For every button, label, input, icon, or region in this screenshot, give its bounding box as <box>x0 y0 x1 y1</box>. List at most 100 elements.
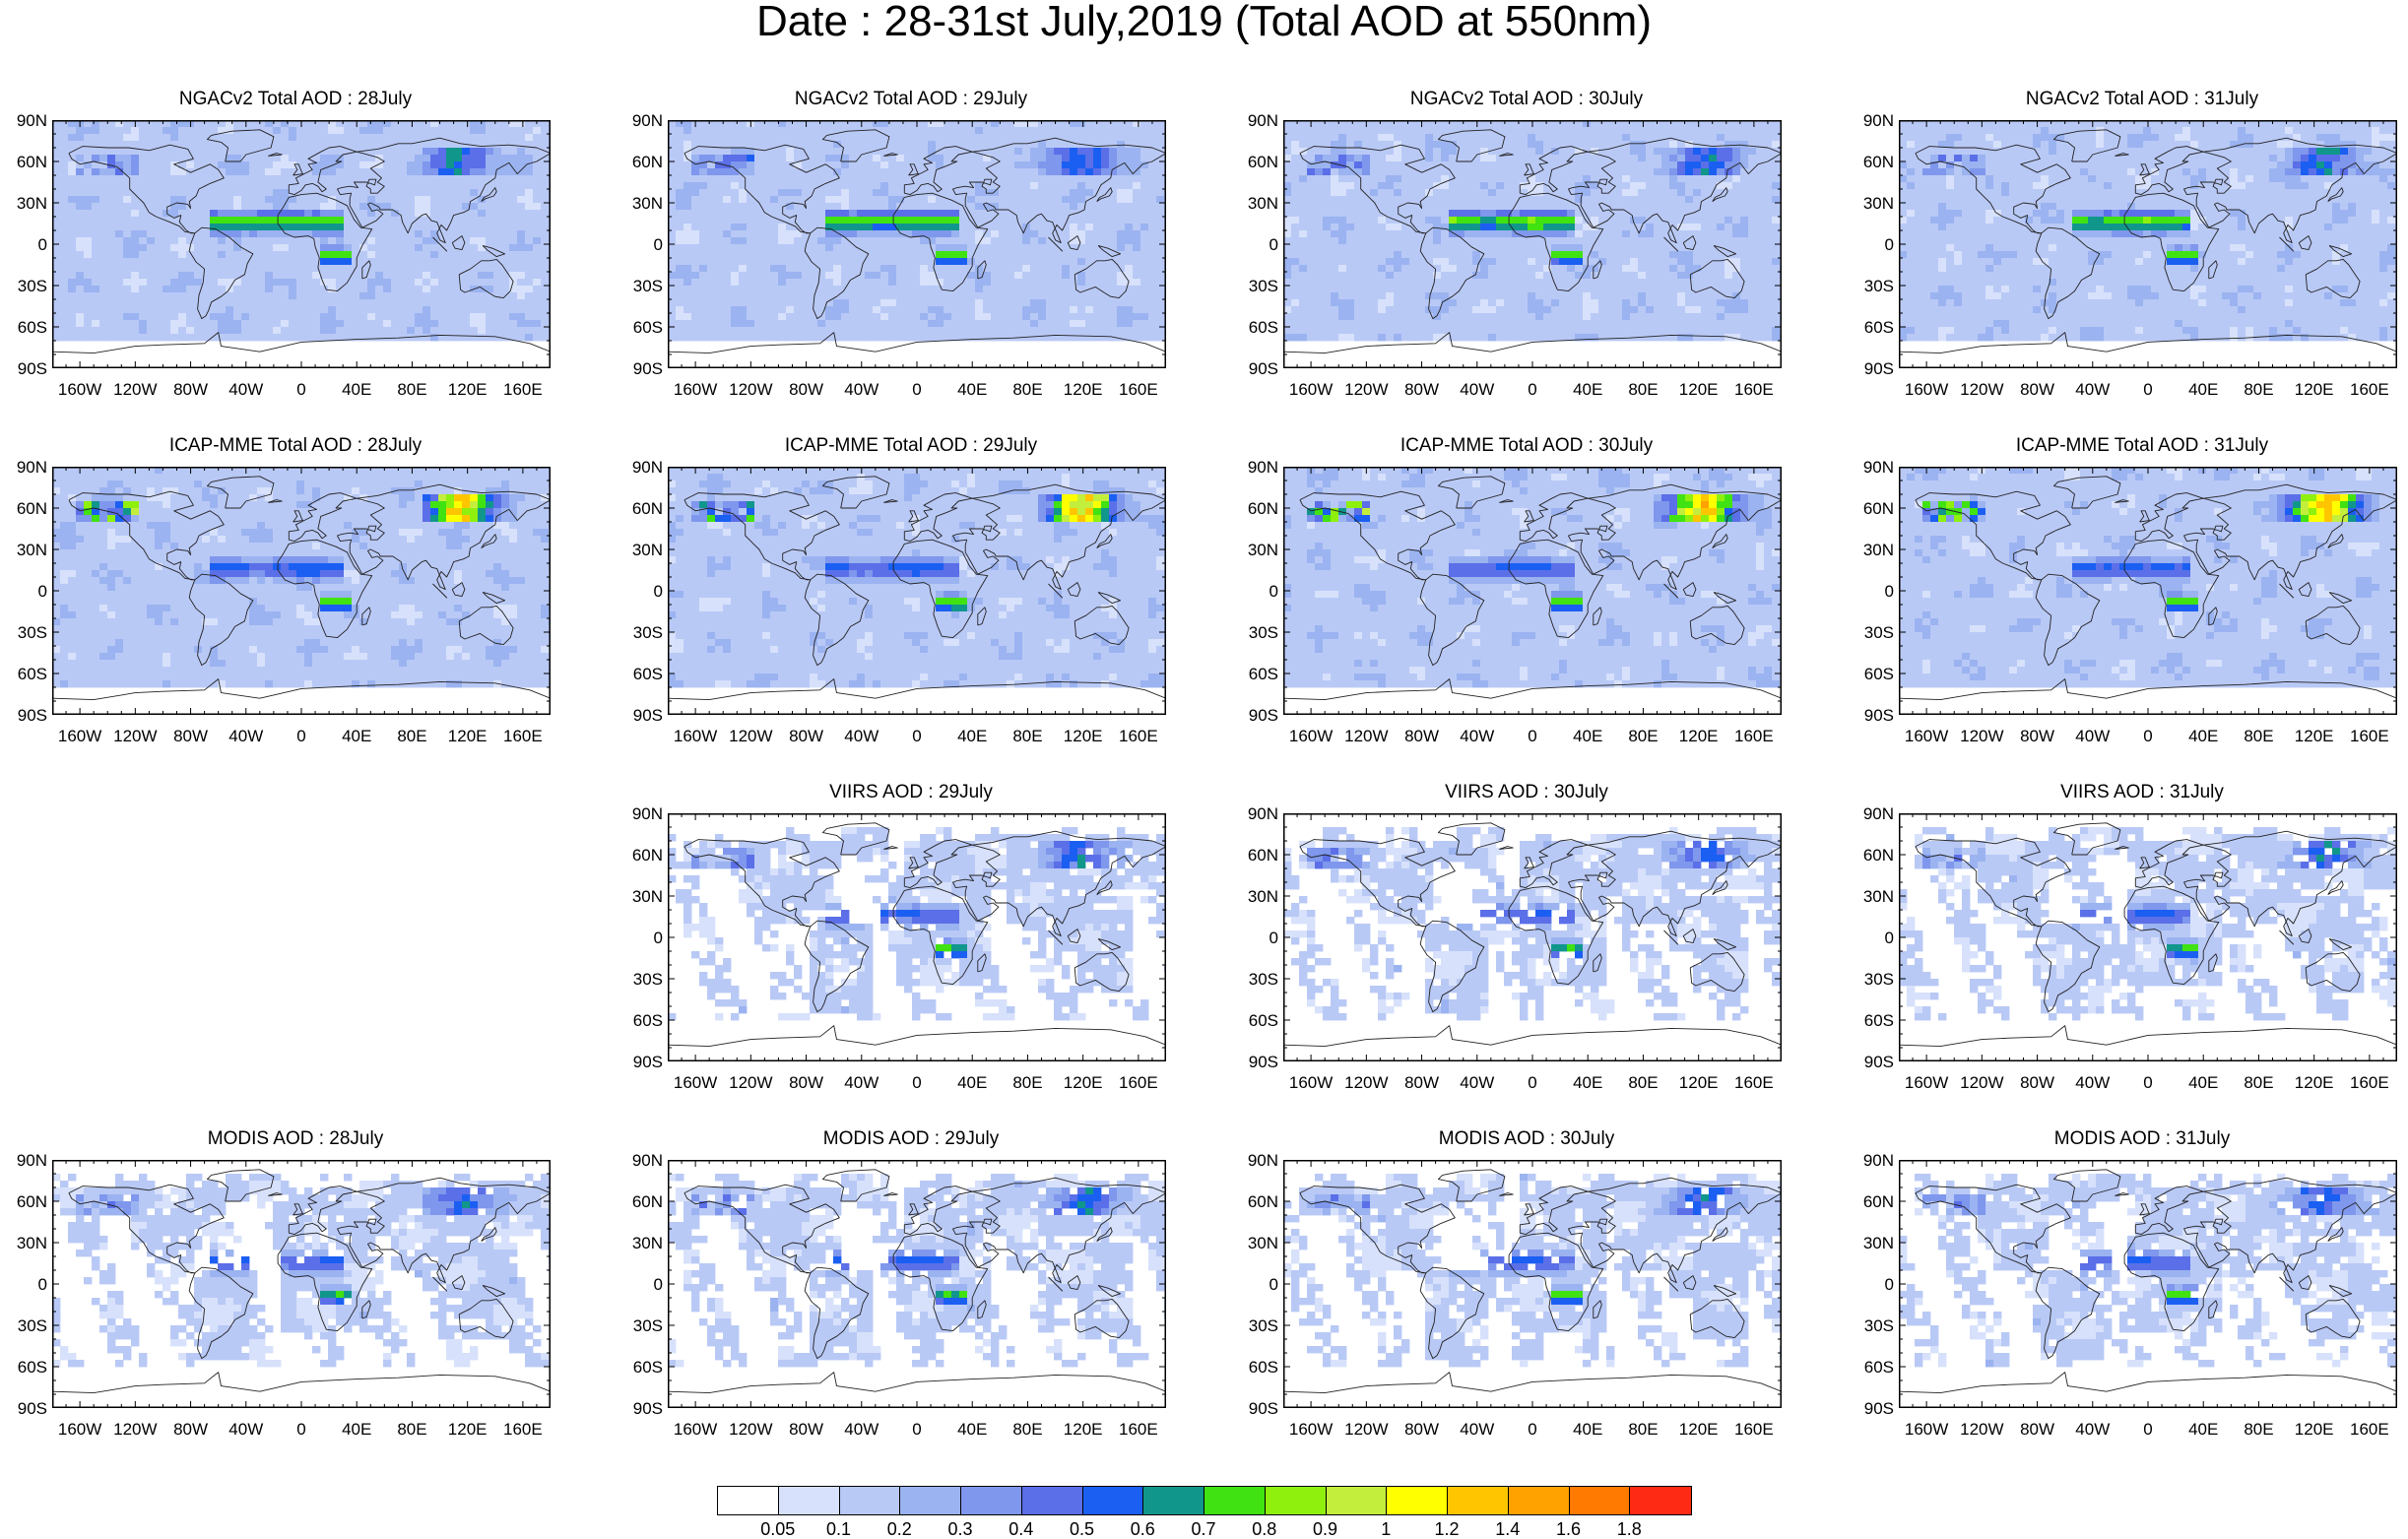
aod-cell <box>509 141 518 149</box>
aod-cell <box>904 168 913 176</box>
aod-cell <box>1070 168 1078 176</box>
aod-cell <box>304 210 313 218</box>
aod-cell <box>786 127 795 135</box>
aod-cell <box>1022 237 1031 245</box>
aod-cell <box>1070 244 1078 252</box>
aod-cell <box>904 175 913 183</box>
aod-cell <box>478 196 487 204</box>
aod-cell <box>446 148 455 156</box>
aod-cell <box>178 279 187 287</box>
aod-cell <box>1085 313 1094 321</box>
aod-cell <box>691 141 700 149</box>
aod-cell <box>352 251 360 259</box>
aod-cell <box>1417 148 1426 156</box>
aod-cell <box>493 237 502 245</box>
aod-cell <box>691 217 700 224</box>
aod-cell <box>1093 134 1102 142</box>
aod-cell <box>123 313 132 321</box>
aod-cell <box>304 189 313 197</box>
aod-cell <box>68 141 77 149</box>
aod-cell <box>147 334 156 342</box>
aod-cell <box>375 313 384 321</box>
aod-cell <box>320 258 329 266</box>
aod-cell <box>959 148 968 156</box>
aod-cell <box>391 196 400 204</box>
aod-cell <box>912 327 921 335</box>
aod-cell <box>399 272 408 280</box>
aod-cell <box>936 313 944 321</box>
aod-cell <box>367 313 376 321</box>
aod-cell <box>501 210 510 218</box>
aod-cell <box>731 196 740 204</box>
aod-cell <box>1054 286 1063 293</box>
aod-cell <box>1054 203 1063 211</box>
aod-cell <box>691 203 700 211</box>
aod-cell <box>739 272 748 280</box>
aod-cell <box>1701 127 1710 135</box>
aod-cell <box>951 189 960 197</box>
aod-cell <box>233 148 242 156</box>
aod-cell <box>1528 161 1536 169</box>
aod-cell <box>1054 196 1063 204</box>
aod-cell <box>1717 168 1725 176</box>
aod-cell <box>1630 189 1639 197</box>
aod-cell <box>857 334 866 342</box>
aod-cell <box>967 182 976 190</box>
aod-cell <box>739 148 748 156</box>
aod-cell <box>1062 127 1071 135</box>
aod-cell <box>825 120 834 128</box>
aod-cell <box>60 306 69 314</box>
aod-cell <box>1559 203 1568 211</box>
aod-cell <box>391 292 400 300</box>
aod-cell <box>1504 189 1513 197</box>
aod-cell <box>1567 196 1576 204</box>
aod-cell <box>1606 189 1615 197</box>
aod-cell <box>802 299 811 307</box>
aod-cell <box>1070 155 1078 162</box>
aod-cell <box>415 203 423 211</box>
aod-cell <box>344 155 353 162</box>
aod-cell <box>817 127 826 135</box>
aod-cell <box>68 251 77 259</box>
aod-cell <box>1307 141 1316 149</box>
aod-cell <box>683 217 692 224</box>
aod-cell <box>541 196 550 204</box>
aod-cell <box>833 251 842 259</box>
aod-cell <box>131 320 140 328</box>
aod-cell <box>1007 230 1015 238</box>
aod-cell <box>163 224 171 231</box>
aod-cell <box>210 313 219 321</box>
aod-cell <box>936 127 944 135</box>
aod-cell <box>1077 175 1086 183</box>
aod-cell <box>1093 292 1102 300</box>
aod-cell <box>147 279 156 287</box>
aod-cell <box>707 182 716 190</box>
aod-cell <box>880 313 889 321</box>
aod-cell <box>84 203 93 211</box>
aod-cell <box>865 148 874 156</box>
aod-cell <box>123 182 132 190</box>
aod-cell <box>715 120 724 128</box>
aod-cell <box>1307 168 1316 176</box>
aod-cell <box>186 292 195 300</box>
aod-cell <box>1717 141 1725 149</box>
aod-cell <box>739 141 748 149</box>
aod-cell <box>1077 161 1086 169</box>
aod-cell <box>762 334 771 342</box>
aod-cell <box>841 327 850 335</box>
aod-cell <box>1038 175 1047 183</box>
aod-cell <box>762 148 771 156</box>
aod-cell <box>84 313 93 321</box>
aod-cell <box>1638 127 1647 135</box>
aod-cell <box>265 217 274 224</box>
aod-cell <box>983 244 992 252</box>
aod-cell <box>336 196 345 204</box>
aod-cell <box>525 313 534 321</box>
aod-cell <box>407 251 416 259</box>
aod-cell <box>1125 265 1134 273</box>
aod-cell <box>320 203 329 211</box>
aod-cell <box>415 272 423 280</box>
aod-cell <box>762 175 771 183</box>
aod-cell <box>241 244 250 252</box>
aod-cell <box>1512 161 1521 169</box>
